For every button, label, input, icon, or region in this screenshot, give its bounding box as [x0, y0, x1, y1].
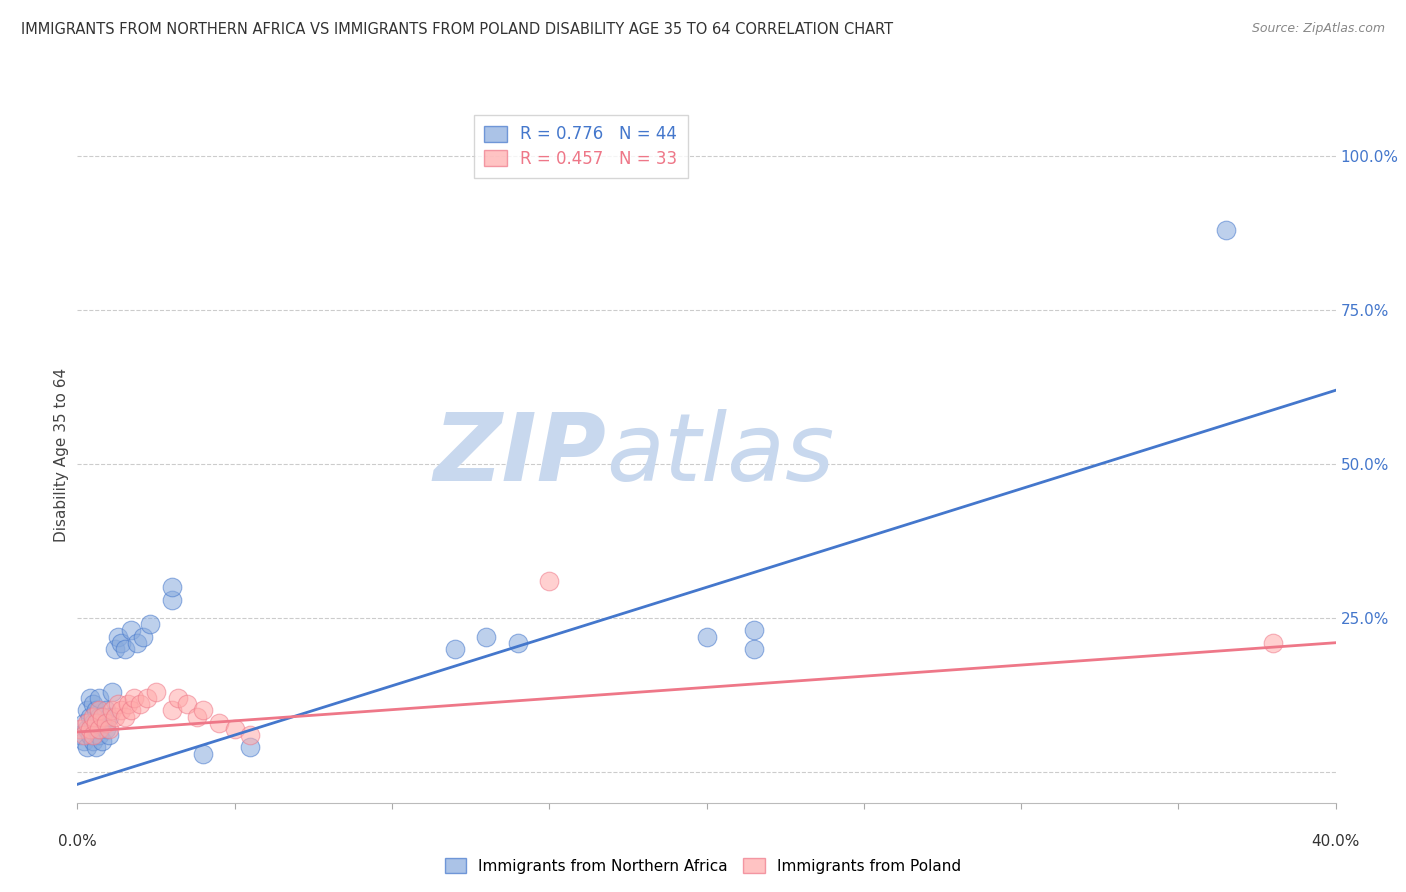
Point: [138, 617, 160, 632]
Point: [186, 709, 208, 723]
Text: Source: ZipAtlas.com: Source: ZipAtlas.com: [1251, 22, 1385, 36]
Point: [191, 747, 215, 761]
Point: [94, 715, 117, 730]
Point: [475, 630, 498, 644]
Point: [89, 709, 111, 723]
Point: [89, 703, 111, 717]
Point: [89, 728, 111, 742]
Point: [82, 728, 104, 742]
Point: [110, 703, 132, 717]
Point: [84, 715, 107, 730]
Point: [76, 740, 98, 755]
Point: [224, 722, 246, 736]
Point: [538, 574, 561, 589]
Point: [82, 698, 104, 712]
Point: [97, 722, 120, 736]
Legend: R = 0.776   N = 44, R = 0.457   N = 33: R = 0.776 N = 44, R = 0.457 N = 33: [474, 115, 688, 178]
Point: [208, 715, 231, 730]
Point: [97, 709, 120, 723]
Point: [160, 592, 183, 607]
Text: 40.0%: 40.0%: [1312, 834, 1360, 849]
Point: [94, 722, 117, 736]
Point: [132, 630, 155, 644]
Point: [104, 641, 127, 656]
Point: [167, 691, 190, 706]
Point: [104, 709, 127, 723]
Point: [84, 722, 107, 736]
Point: [82, 715, 104, 730]
Point: [91, 715, 114, 730]
Point: [191, 703, 215, 717]
Point: [120, 703, 142, 717]
Point: [145, 685, 167, 699]
Point: [101, 703, 124, 717]
Point: [122, 691, 145, 706]
Point: [160, 580, 183, 594]
Point: [72, 715, 94, 730]
Point: [69, 728, 91, 742]
Point: [79, 691, 101, 706]
Point: [742, 641, 765, 656]
Point: [89, 691, 111, 706]
Point: [82, 734, 104, 748]
Point: [97, 728, 120, 742]
Point: [742, 624, 765, 638]
Text: 0.0%: 0.0%: [58, 834, 97, 849]
Point: [1215, 223, 1237, 237]
Point: [72, 728, 94, 742]
Point: [84, 703, 107, 717]
Point: [84, 740, 107, 755]
Point: [239, 728, 262, 742]
Point: [76, 703, 98, 717]
Point: [79, 709, 101, 723]
Point: [79, 728, 101, 742]
Point: [135, 691, 157, 706]
Point: [79, 722, 101, 736]
Point: [69, 722, 91, 736]
Point: [117, 698, 139, 712]
Legend: Immigrants from Northern Africa, Immigrants from Poland: Immigrants from Northern Africa, Immigra…: [439, 852, 967, 880]
Point: [176, 698, 198, 712]
Point: [110, 636, 132, 650]
Point: [160, 703, 183, 717]
Point: [107, 630, 129, 644]
Point: [444, 641, 467, 656]
Text: IMMIGRANTS FROM NORTHERN AFRICA VS IMMIGRANTS FROM POLAND DISABILITY AGE 35 TO 6: IMMIGRANTS FROM NORTHERN AFRICA VS IMMIG…: [21, 22, 893, 37]
Point: [114, 709, 136, 723]
Point: [82, 709, 104, 723]
Text: ZIP: ZIP: [433, 409, 606, 501]
Point: [120, 624, 142, 638]
Point: [101, 685, 124, 699]
Point: [72, 734, 94, 748]
Point: [696, 630, 718, 644]
Point: [506, 636, 529, 650]
Point: [76, 715, 98, 730]
Point: [107, 698, 129, 712]
Point: [1261, 636, 1284, 650]
Point: [114, 641, 136, 656]
Point: [89, 722, 111, 736]
Point: [239, 740, 262, 755]
Point: [94, 703, 117, 717]
Text: atlas: atlas: [606, 409, 834, 500]
Point: [129, 698, 152, 712]
Point: [91, 734, 114, 748]
Point: [76, 722, 98, 736]
Y-axis label: Disability Age 35 to 64: Disability Age 35 to 64: [53, 368, 69, 542]
Point: [127, 636, 149, 650]
Point: [91, 709, 114, 723]
